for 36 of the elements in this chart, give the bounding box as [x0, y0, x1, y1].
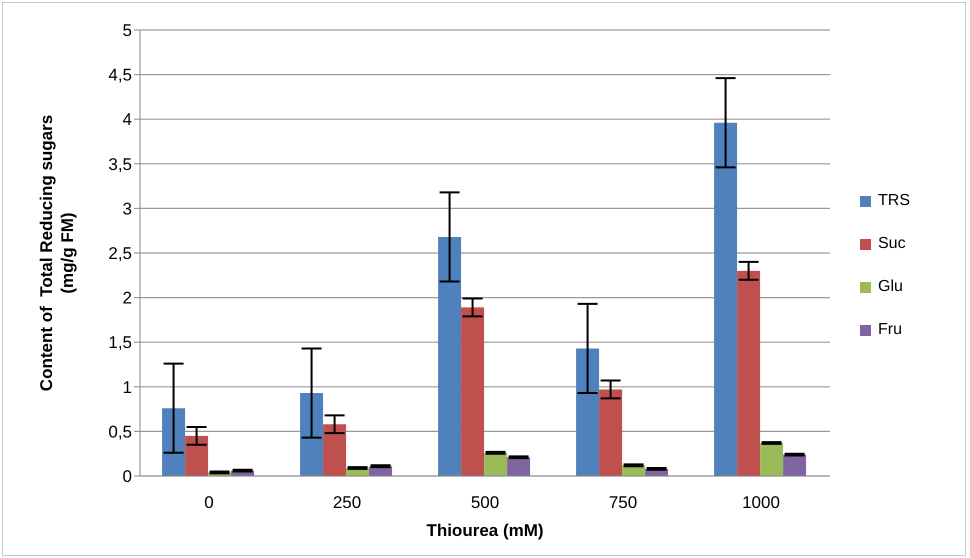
y-axis-title: Content of Total Reducing sugars (mg/g FM)	[37, 114, 77, 392]
legend-label: Suc	[878, 235, 906, 253]
x-axis-title: Thiourea (mM)	[426, 521, 544, 540]
y-tick-label: 1	[122, 378, 132, 397]
x-tick-label: 1000	[742, 493, 780, 512]
y-tick-label: 5	[122, 21, 132, 40]
bar	[737, 270, 760, 476]
y-tick-label: 0	[122, 467, 132, 486]
y-tick-label: 3,5	[108, 154, 132, 174]
y-tick-label: 1,5	[108, 333, 132, 352]
legend-label: Glu	[878, 278, 903, 296]
bar	[599, 389, 622, 476]
bar	[783, 454, 806, 476]
bar	[461, 307, 484, 476]
bar	[300, 393, 324, 476]
x-tick-label: 0	[204, 493, 214, 512]
bar	[323, 424, 346, 476]
bar	[162, 408, 186, 476]
bar	[484, 452, 508, 476]
y-tick-label: 2	[122, 288, 132, 308]
bar	[714, 122, 738, 476]
y-tick-label: 3	[122, 199, 132, 218]
legend-label: TRS	[878, 192, 910, 210]
bar	[185, 436, 208, 476]
x-tick-label: 500	[470, 493, 500, 512]
y-tick-label: 2,5	[108, 244, 132, 264]
x-tick-label: 750	[608, 493, 638, 512]
bar	[576, 348, 600, 476]
bar	[507, 457, 530, 476]
legend-label: Fru	[878, 321, 902, 339]
bar	[438, 236, 462, 476]
y-tick-label: 4	[122, 110, 132, 130]
bar	[760, 442, 784, 476]
y-tick-label: 0,5	[108, 422, 132, 442]
x-tick-label: 250	[332, 493, 362, 512]
y-tick-label: 4,5	[108, 66, 132, 85]
